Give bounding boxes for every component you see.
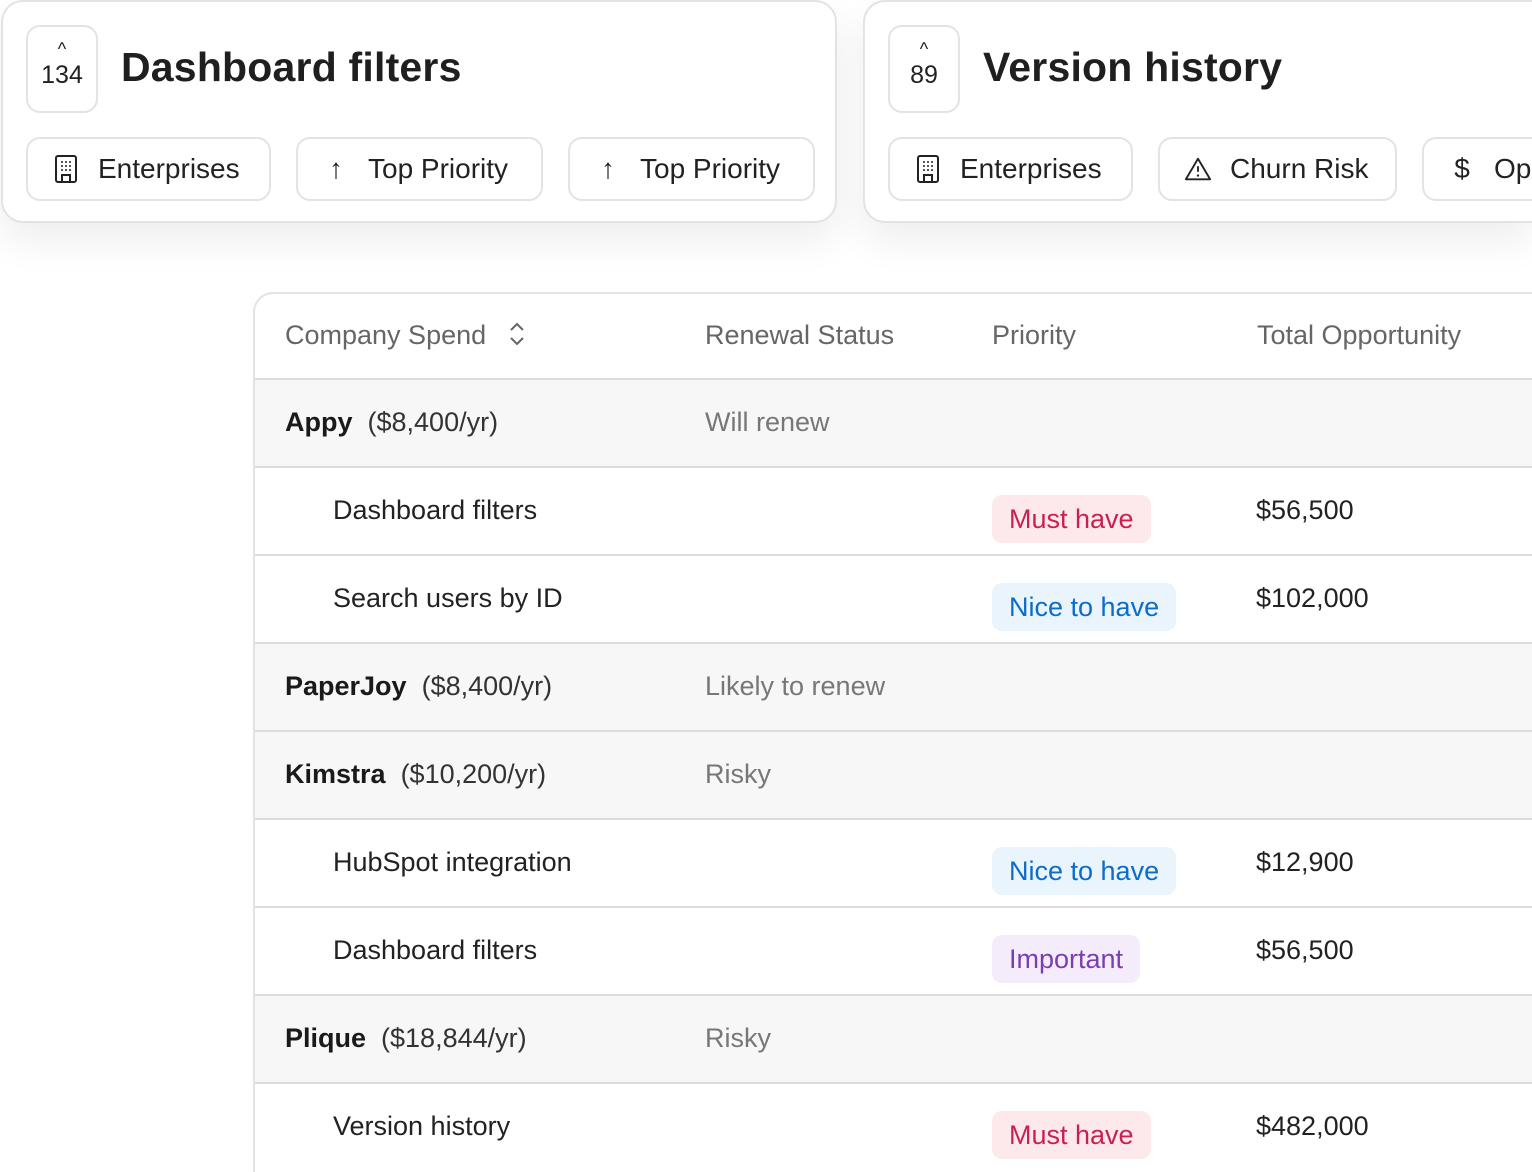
feature-row[interactable]: Dashboard filters Important $56,500	[255, 908, 1532, 996]
total-opportunity: $482,000	[1256, 1111, 1369, 1141]
company-cell: Plique ($18,844/yr)	[285, 1023, 527, 1054]
column-header-priority: Priority	[992, 320, 1077, 350]
feature-row[interactable]: HubSpot integration Nice to have $12,900	[255, 820, 1532, 908]
priority-badge: Important	[992, 935, 1141, 983]
tag-top-priority[interactable]: ↑ Top Priority	[568, 137, 815, 201]
total-opportunity: $102,000	[1256, 583, 1369, 613]
header-label: Company Spend	[285, 320, 487, 350]
tag-opportunity[interactable]: $ Op	[1422, 137, 1532, 201]
renewal-status: Will renew	[705, 407, 830, 437]
vote-count: 134	[41, 61, 83, 89]
company-name: PaperJoy	[285, 671, 407, 701]
feature-name: Version history	[333, 1111, 511, 1141]
arrow-up-icon: ↑	[329, 153, 343, 184]
renewal-status: Risky	[705, 1023, 771, 1053]
arrow-up-icon: ↑	[601, 153, 615, 184]
company-row[interactable]: Kimstra ($10,200/yr) Risky	[255, 732, 1532, 820]
company-row[interactable]: Plique ($18,844/yr) Risky	[255, 996, 1532, 1084]
vote-count: 89	[910, 61, 938, 89]
column-header-company-spend[interactable]: Company Spend	[285, 320, 526, 351]
card-title: Version history	[983, 44, 1283, 90]
total-opportunity: $56,500	[1256, 495, 1354, 525]
company-cell: Kimstra ($10,200/yr)	[285, 759, 546, 790]
company-spend: ($18,844/yr)	[381, 1023, 527, 1053]
feature-row[interactable]: Dashboard filters Must have $56,500	[255, 468, 1532, 556]
company-row[interactable]: Appy ($8,400/yr) Will renew	[255, 380, 1532, 468]
warning-icon	[1184, 156, 1212, 182]
total-opportunity: $12,900	[1256, 847, 1354, 877]
tag-label: Op	[1494, 153, 1532, 184]
feature-row[interactable]: Version history Must have $482,000	[255, 1084, 1532, 1172]
priority-badge: Must have	[992, 495, 1151, 543]
tag-label: Enterprises	[98, 153, 240, 184]
company-spend: ($8,400/yr)	[367, 407, 499, 437]
feature-name: Dashboard filters	[333, 495, 538, 525]
sort-icon[interactable]	[508, 320, 526, 350]
feature-name: Search users by ID	[333, 583, 563, 613]
feature-card-version-history: ^ 89 Version history Enterprises Churn R…	[863, 0, 1532, 223]
dollar-icon: $	[1454, 153, 1470, 184]
priority-badge: Must have	[992, 1111, 1151, 1159]
building-icon	[52, 155, 80, 183]
company-spend: ($8,400/yr)	[421, 671, 553, 701]
company-row[interactable]: PaperJoy ($8,400/yr) Likely to renew	[255, 644, 1532, 732]
tag-label: Enterprises	[960, 153, 1102, 184]
company-spend: ($10,200/yr)	[400, 759, 547, 789]
tag-top-priority[interactable]: ↑ Top Priority	[296, 137, 543, 201]
company-cell: PaperJoy ($8,400/yr)	[285, 671, 552, 702]
feature-card-dashboard-filters: ^ 134 Dashboard filters Enterprises ↑ Top…	[1, 0, 837, 223]
company-spend-table: Company Spend Renewal Status Priority To…	[253, 292, 1532, 1172]
table-header: Company Spend Renewal Status Priority To…	[255, 294, 1532, 380]
tag-enterprises[interactable]: Enterprises	[26, 137, 271, 201]
priority-badge: Nice to have	[992, 583, 1177, 631]
feature-name: Dashboard filters	[333, 935, 538, 965]
tag-label: Top Priority	[368, 153, 509, 184]
building-icon	[914, 155, 942, 183]
tag-label: Top Priority	[640, 153, 781, 184]
company-cell: Appy ($8,400/yr)	[285, 407, 498, 438]
column-header-renewal-status: Renewal Status	[705, 320, 895, 350]
total-opportunity: $56,500	[1256, 935, 1354, 965]
chevron-up-icon: ^	[919, 39, 929, 59]
renewal-status: Risky	[705, 759, 771, 789]
renewal-status: Likely to renew	[705, 671, 886, 701]
company-name: Plique	[285, 1023, 367, 1053]
tag-churn-risk[interactable]: Churn Risk	[1158, 137, 1397, 201]
feature-row[interactable]: Search users by ID Nice to have $102,000	[255, 556, 1532, 644]
column-header-total-opportunity: Total Opportunity	[1257, 320, 1462, 350]
upvote-button[interactable]: ^ 89	[888, 25, 960, 113]
tag-label: Churn Risk	[1230, 153, 1369, 184]
company-name: Appy	[285, 407, 353, 437]
feature-name: HubSpot integration	[333, 847, 572, 877]
priority-badge: Nice to have	[992, 847, 1177, 895]
upvote-button[interactable]: ^ 134	[26, 25, 98, 113]
company-name: Kimstra	[285, 759, 386, 789]
tag-enterprises[interactable]: Enterprises	[888, 137, 1133, 201]
chevron-up-icon: ^	[57, 39, 67, 59]
card-title: Dashboard filters	[121, 44, 462, 90]
